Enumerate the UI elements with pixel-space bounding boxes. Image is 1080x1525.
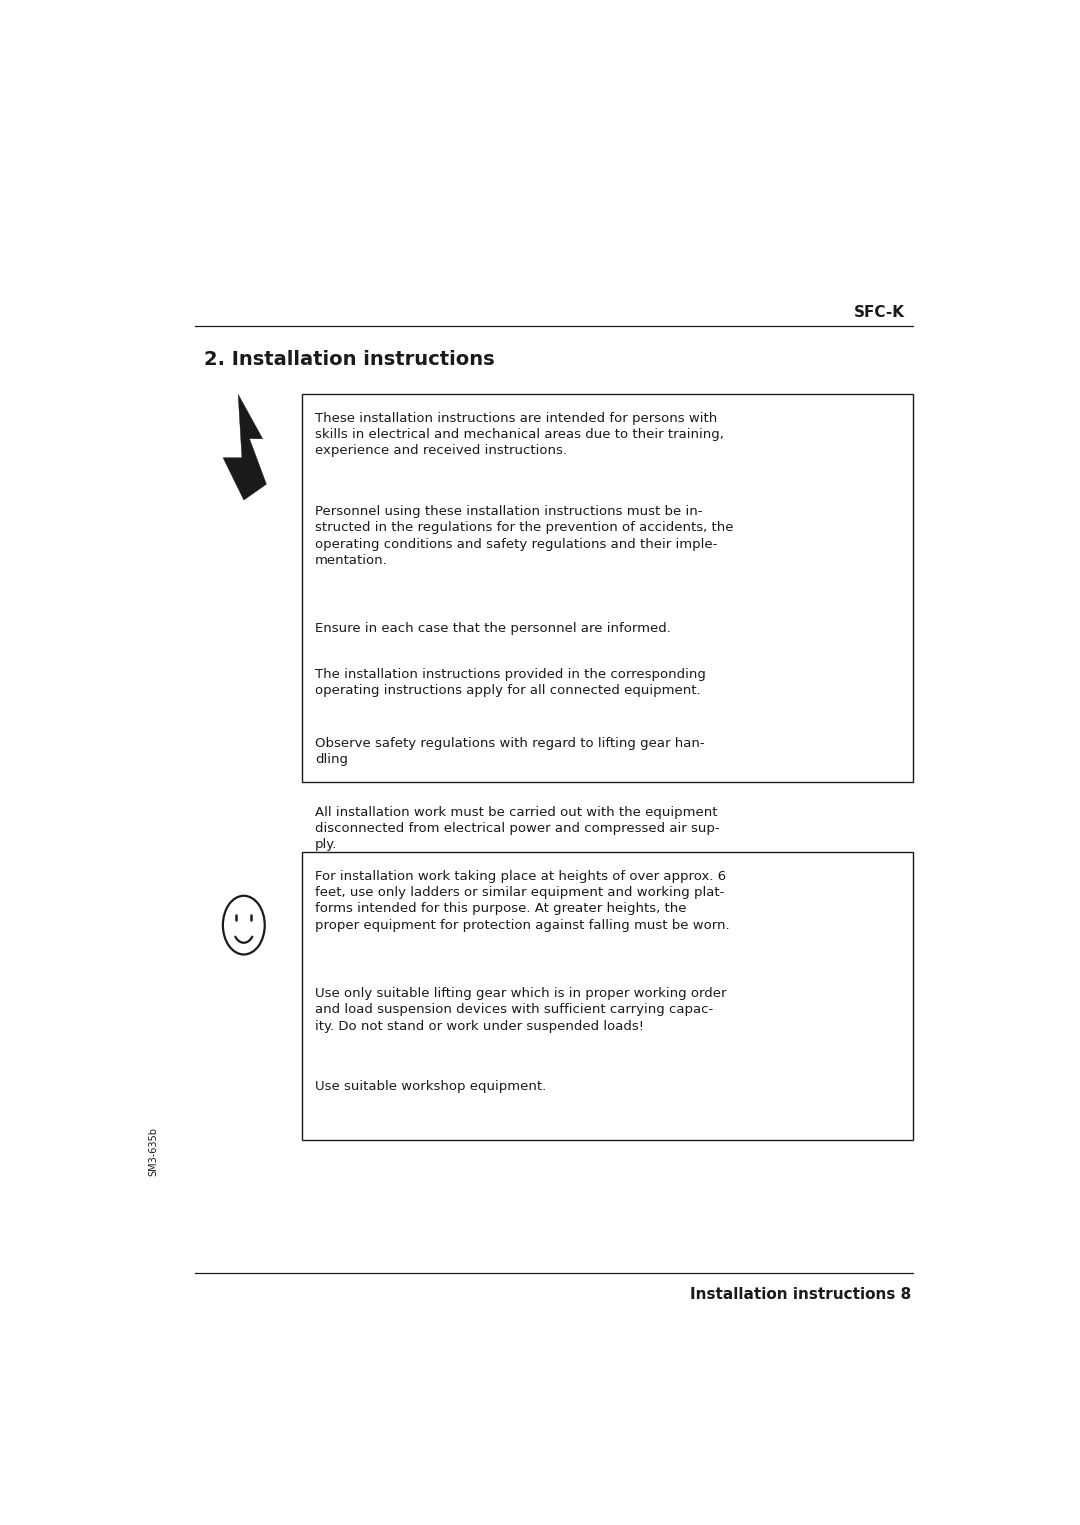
Text: Use suitable workshop equipment.: Use suitable workshop equipment. [315, 1080, 546, 1093]
Text: The installation instructions provided in the corresponding
operating instructio: The installation instructions provided i… [315, 668, 706, 697]
Bar [302, 395, 914, 782]
Text: For installation work taking place at heights of over approx. 6
feet, use only l: For installation work taking place at he… [315, 869, 730, 932]
Text: Use only suitable lifting gear which is in proper working order
and load suspens: Use only suitable lifting gear which is … [315, 987, 727, 1032]
Text: SFC-K: SFC-K [854, 305, 905, 320]
Text: SM3-635b: SM3-635b [148, 1127, 159, 1176]
Bar [302, 852, 914, 1141]
Text: 2. Installation instructions: 2. Installation instructions [204, 349, 495, 369]
Text: Installation instructions 8: Installation instructions 8 [690, 1287, 912, 1302]
Text: Ensure in each case that the personnel are informed.: Ensure in each case that the personnel a… [315, 622, 671, 636]
Text: Personnel using these installation instructions must be in-
structed in the regu: Personnel using these installation instr… [315, 505, 733, 567]
Text: All installation work must be carried out with the equipment
disconnected from e: All installation work must be carried ou… [315, 807, 719, 851]
Text: Observe safety regulations with regard to lifting gear han-
dling: Observe safety regulations with regard t… [315, 737, 704, 766]
Polygon shape [224, 395, 267, 500]
Text: These installation instructions are intended for persons with
skills in electric: These installation instructions are inte… [315, 412, 724, 457]
